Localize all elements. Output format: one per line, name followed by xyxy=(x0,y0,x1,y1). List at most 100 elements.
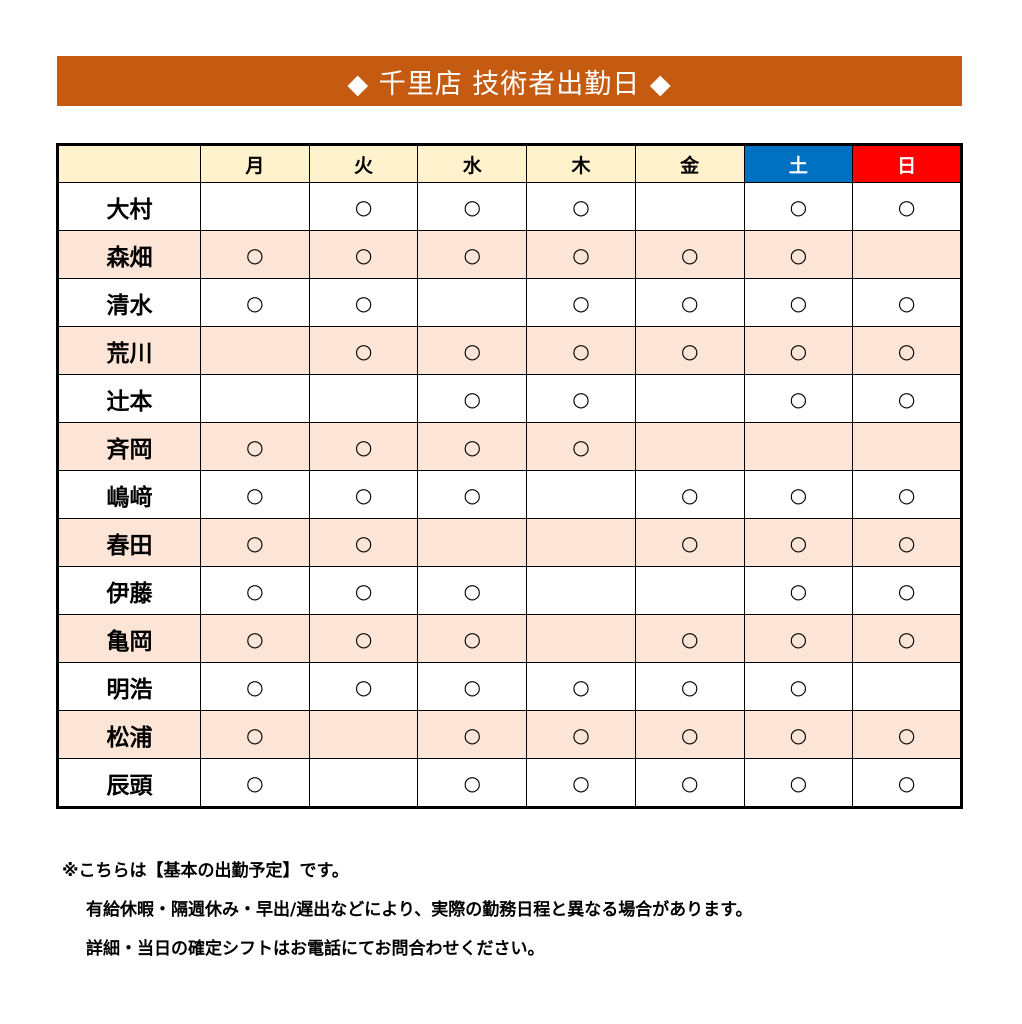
attendance-cell: ○ xyxy=(417,710,528,759)
attendance-cell xyxy=(852,422,962,471)
table-row: 亀岡 ○ ○ ○ ○ ○ ○ xyxy=(57,614,962,663)
table-row: 大村 ○ ○ ○ ○ ○ xyxy=(57,182,962,231)
attendance-cell: ○ xyxy=(200,422,310,471)
attendance-cell: ○ xyxy=(308,278,419,327)
attendance-cell: ○ xyxy=(526,374,636,423)
attendance-cell: ○ xyxy=(743,518,854,567)
header-tue: 火 xyxy=(308,144,419,183)
attendance-cell: ○ xyxy=(417,470,528,519)
attendance-cell: ○ xyxy=(200,518,310,567)
technician-name: 嶋﨑 xyxy=(57,470,201,519)
attendance-cell xyxy=(308,710,419,759)
attendance-cell: ○ xyxy=(852,566,962,615)
attendance-cell: ○ xyxy=(417,566,528,615)
attendance-cell: ○ xyxy=(200,614,310,663)
attendance-cell xyxy=(634,566,745,615)
attendance-cell: ○ xyxy=(852,326,962,375)
attendance-cell: ○ xyxy=(743,182,854,231)
attendance-cell: ○ xyxy=(852,518,962,567)
attendance-cell: ○ xyxy=(308,230,419,279)
table-row: 森畑 ○ ○ ○ ○ ○ ○ xyxy=(57,230,962,279)
table-row: 松浦 ○ ○ ○ ○ ○ ○ xyxy=(57,710,962,759)
table-row: 清水 ○ ○ ○ ○ ○ ○ xyxy=(57,278,962,327)
attendance-cell: ○ xyxy=(634,278,745,327)
attendance-cell: ○ xyxy=(200,230,310,279)
attendance-cell: ○ xyxy=(852,710,962,759)
header-row: 月 火 水 木 金 土 日 xyxy=(57,144,962,183)
attendance-cell xyxy=(743,422,854,471)
attendance-cell: ○ xyxy=(417,182,528,231)
attendance-cell: ○ xyxy=(200,758,310,808)
attendance-cell: ○ xyxy=(417,374,528,423)
attendance-cell: ○ xyxy=(308,518,419,567)
attendance-cell xyxy=(634,422,745,471)
attendance-cell: ○ xyxy=(743,278,854,327)
attendance-cell: ○ xyxy=(743,470,854,519)
attendance-cell: ○ xyxy=(634,470,745,519)
header-fri: 金 xyxy=(634,144,745,183)
attendance-cell: ○ xyxy=(308,182,419,231)
attendance-cell: ○ xyxy=(308,662,419,711)
attendance-cell xyxy=(200,374,310,423)
header-mon: 月 xyxy=(200,144,310,183)
header-sat: 土 xyxy=(743,144,854,183)
attendance-cell: ○ xyxy=(743,614,854,663)
attendance-cell: ○ xyxy=(743,566,854,615)
header-sun: 日 xyxy=(852,144,962,183)
attendance-cell xyxy=(417,518,528,567)
attendance-cell: ○ xyxy=(526,758,636,808)
attendance-cell xyxy=(308,758,419,808)
attendance-cell: ○ xyxy=(852,374,962,423)
technician-name: 明浩 xyxy=(57,662,201,711)
attendance-cell: ○ xyxy=(634,758,745,808)
attendance-cell: ○ xyxy=(743,230,854,279)
note-line: 有給休暇・隔週休み・早出/遅出などにより、実際の勤務日程と異なる場合があります。 xyxy=(86,900,753,920)
attendance-cell: ○ xyxy=(743,374,854,423)
attendance-cell: ○ xyxy=(417,230,528,279)
attendance-cell: ○ xyxy=(200,470,310,519)
attendance-cell xyxy=(526,470,636,519)
attendance-cell: ○ xyxy=(526,278,636,327)
attendance-cell xyxy=(308,374,419,423)
attendance-cell: ○ xyxy=(526,422,636,471)
attendance-cell: ○ xyxy=(417,326,528,375)
technician-name: 清水 xyxy=(57,278,201,327)
attendance-cell xyxy=(526,566,636,615)
attendance-cell: ○ xyxy=(634,230,745,279)
table-row: 嶋﨑 ○ ○ ○ ○ ○ ○ xyxy=(57,470,962,519)
attendance-cell xyxy=(852,230,962,279)
attendance-cell xyxy=(634,182,745,231)
technician-name: 荒川 xyxy=(57,326,201,375)
technician-name: 森畑 xyxy=(57,230,201,279)
attendance-cell: ○ xyxy=(308,470,419,519)
attendance-cell: ○ xyxy=(417,758,528,808)
attendance-cell xyxy=(417,278,528,327)
attendance-cell: ○ xyxy=(852,758,962,808)
attendance-cell: ○ xyxy=(308,422,419,471)
attendance-cell: ○ xyxy=(852,182,962,231)
attendance-cell: ○ xyxy=(634,662,745,711)
technician-name: 斉岡 xyxy=(57,422,201,471)
technician-name: 松浦 xyxy=(57,710,201,759)
attendance-cell: ○ xyxy=(743,662,854,711)
attendance-cell: ○ xyxy=(852,614,962,663)
attendance-cell xyxy=(526,518,636,567)
technician-name: 辰頭 xyxy=(57,758,201,808)
table-row: 辻本 ○ ○ ○ ○ xyxy=(57,374,962,423)
attendance-cell: ○ xyxy=(200,566,310,615)
attendance-cell: ○ xyxy=(200,710,310,759)
attendance-table: 月 火 水 木 金 土 日 大村 ○ ○ ○ ○ ○ 森畑 ○ ○ ○ ○ ○ ○ 清水 ○ ○ ○ ○ ○ ○ 荒川 ○… xyxy=(56,143,963,809)
attendance-cell xyxy=(200,326,310,375)
technician-name: 大村 xyxy=(57,182,201,231)
attendance-cell: ○ xyxy=(526,230,636,279)
attendance-cell: ○ xyxy=(308,326,419,375)
attendance-cell: ○ xyxy=(634,614,745,663)
note-line: 詳細・当日の確定シフトはお電話にてお問合わせください。 xyxy=(86,939,545,959)
technician-name: 春田 xyxy=(57,518,201,567)
attendance-cell: ○ xyxy=(308,566,419,615)
table-row: 荒川 ○ ○ ○ ○ ○ ○ xyxy=(57,326,962,375)
attendance-cell: ○ xyxy=(852,470,962,519)
attendance-cell: ○ xyxy=(852,278,962,327)
header-thu: 木 xyxy=(526,144,636,183)
attendance-cell: ○ xyxy=(634,518,745,567)
